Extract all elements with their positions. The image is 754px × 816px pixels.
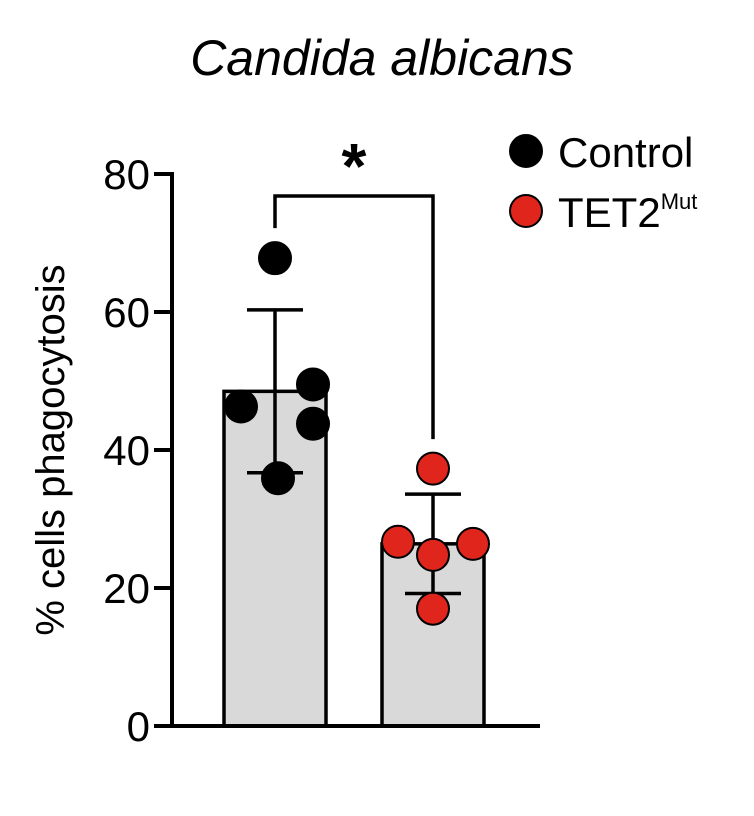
data-point bbox=[416, 537, 450, 572]
data-point bbox=[296, 406, 330, 441]
y-tick-label: 40 bbox=[103, 427, 150, 474]
legend-item-control-label: Control bbox=[558, 129, 693, 176]
legend: Control TET2Mut bbox=[509, 129, 697, 236]
y-tick-label: 60 bbox=[103, 289, 150, 336]
legend-item-tet2-mut-superscript: Mut bbox=[661, 189, 698, 214]
plot-area: 0 20 40 60 80 * bbox=[103, 130, 540, 750]
data-point bbox=[224, 389, 258, 424]
y-tick-label: 20 bbox=[103, 565, 150, 612]
significance-bracket bbox=[273, 194, 435, 440]
legend-item-control-marker bbox=[509, 134, 543, 168]
data-point bbox=[416, 591, 450, 626]
y-tick-label: 0 bbox=[127, 703, 150, 750]
y-tick-label: 80 bbox=[103, 151, 150, 198]
data-point bbox=[258, 241, 292, 276]
legend-item-tet2-mut-marker bbox=[509, 194, 543, 228]
data-point bbox=[381, 524, 415, 559]
chart-title: Candida albicans bbox=[190, 30, 574, 86]
data-point bbox=[456, 526, 490, 561]
data-point bbox=[261, 461, 295, 496]
significance-star: * bbox=[342, 130, 367, 202]
data-point bbox=[296, 367, 330, 402]
legend-item-tet2-mut-label: TET2Mut bbox=[558, 189, 697, 236]
data-point bbox=[416, 451, 450, 486]
y-axis-label: % cells phagocytosis bbox=[29, 264, 73, 635]
